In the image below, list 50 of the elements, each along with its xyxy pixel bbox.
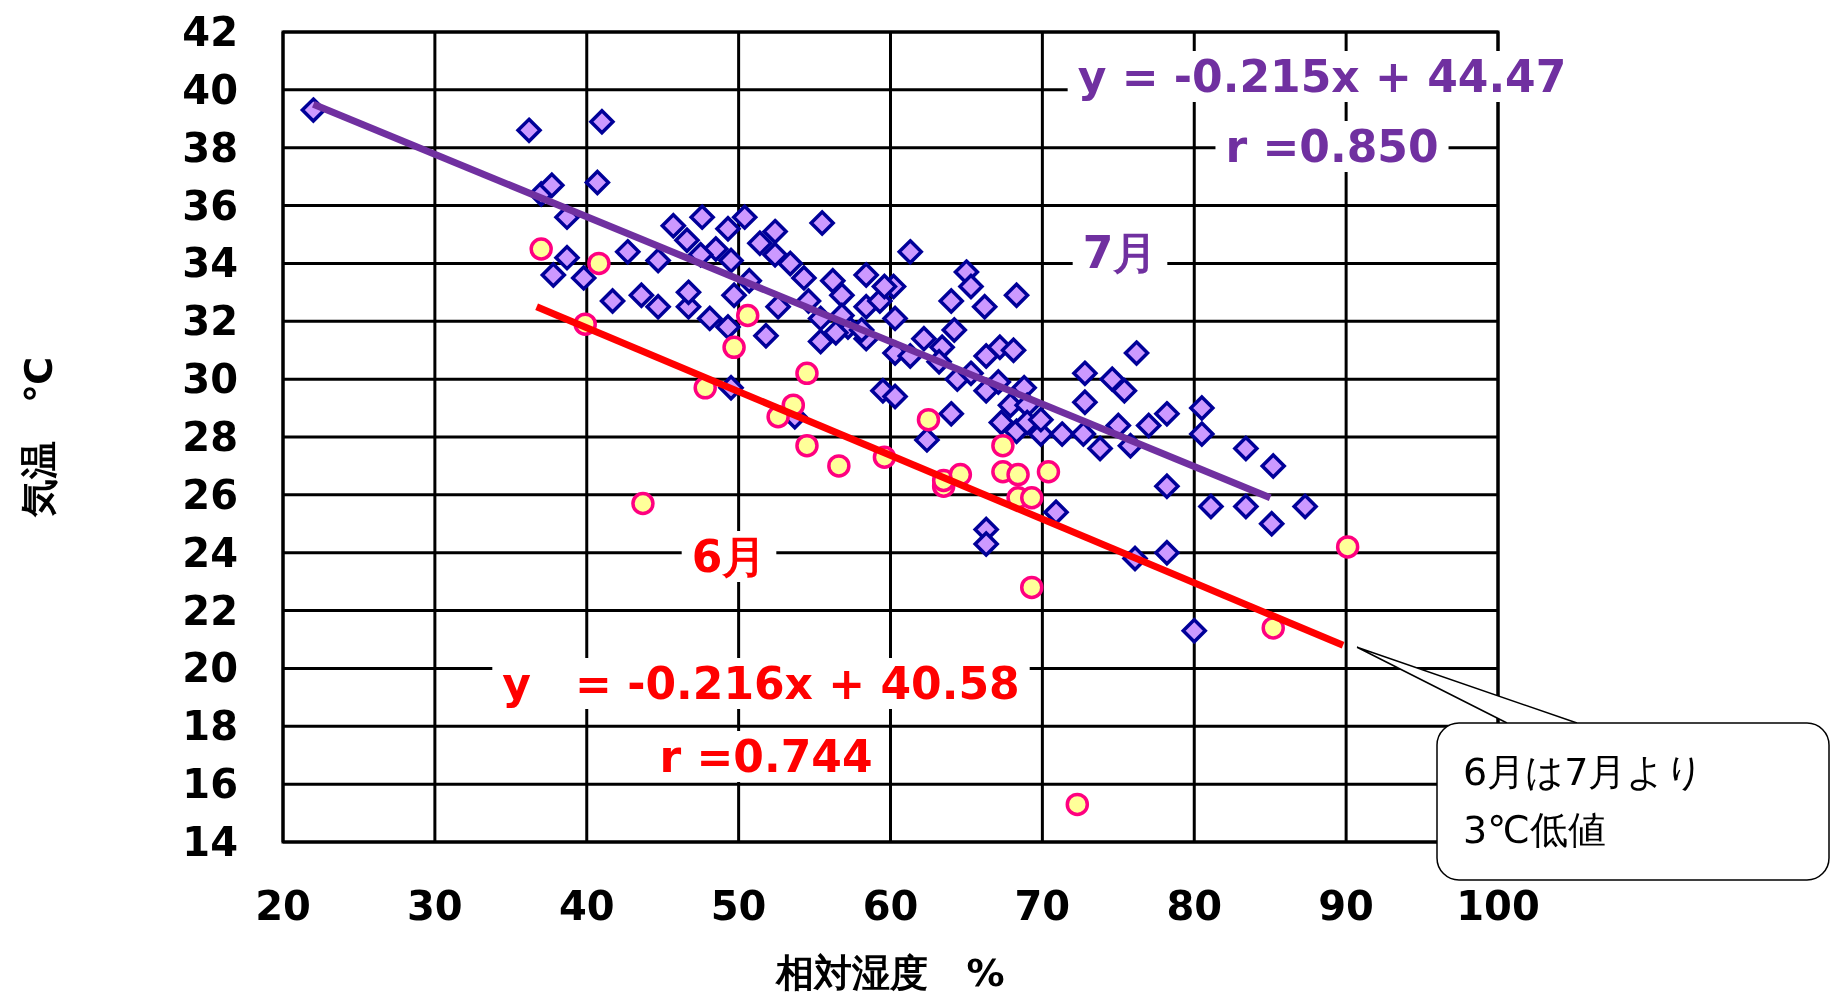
y-tick-label: 20 xyxy=(182,645,238,692)
y-axis-title: 気温 ℃ xyxy=(17,356,61,519)
annotation: 7月 xyxy=(1082,227,1158,278)
point xyxy=(1019,575,1044,600)
x-tick-label: 70 xyxy=(1014,883,1071,929)
y-tick-label: 28 xyxy=(182,414,238,460)
annotation: 6月は7月より 3℃低値 xyxy=(1463,750,1705,852)
x-tick-label: 30 xyxy=(407,883,463,929)
x-tick-label: 100 xyxy=(1456,883,1540,929)
y-tick-label: 16 xyxy=(182,761,238,808)
y-tick-label: 18 xyxy=(182,703,238,750)
x-tick-label: 80 xyxy=(1166,883,1223,929)
y-tick-label: 30 xyxy=(182,356,238,403)
y-tick-label: 42 xyxy=(182,9,238,55)
annotation: r =0.744 xyxy=(659,731,873,782)
point xyxy=(1019,486,1044,510)
point xyxy=(587,251,611,276)
y-tick-label: 40 xyxy=(182,66,238,113)
y-tick-label: 34 xyxy=(182,240,238,287)
point xyxy=(795,433,819,458)
point xyxy=(1261,616,1285,640)
x-tick-label: 40 xyxy=(558,883,615,929)
annotation: y = -0.215x + 44.47 xyxy=(1077,51,1567,102)
annotation: 6月 xyxy=(691,531,767,582)
point xyxy=(1006,462,1030,487)
y-tick-label: 24 xyxy=(182,529,238,576)
point xyxy=(795,361,819,386)
point xyxy=(991,433,1015,458)
y-tick-label: 22 xyxy=(182,587,238,634)
point xyxy=(735,303,760,328)
point xyxy=(1036,459,1061,484)
point xyxy=(827,454,851,478)
point xyxy=(916,407,941,432)
y-tick-label: 14 xyxy=(182,819,238,865)
point xyxy=(1065,792,1090,817)
x-tick-label: 60 xyxy=(862,883,919,929)
y-tick-label: 32 xyxy=(182,298,238,345)
point xyxy=(722,335,746,360)
point xyxy=(631,491,655,516)
annotation: r =0.850 xyxy=(1225,121,1439,172)
x-tick-label: 20 xyxy=(255,883,311,929)
x-axis-title: 相対湿度 % xyxy=(775,951,1005,994)
y-tick-label: 26 xyxy=(182,471,238,518)
x-tick-label: 50 xyxy=(710,883,767,929)
point xyxy=(1335,535,1360,559)
x-tick-label: 90 xyxy=(1318,883,1374,929)
point xyxy=(529,237,553,261)
y-tick-label: 38 xyxy=(182,124,238,171)
y-tick-label: 36 xyxy=(182,182,238,229)
annotation: y = -0.216x + 40.58 xyxy=(502,658,1020,709)
